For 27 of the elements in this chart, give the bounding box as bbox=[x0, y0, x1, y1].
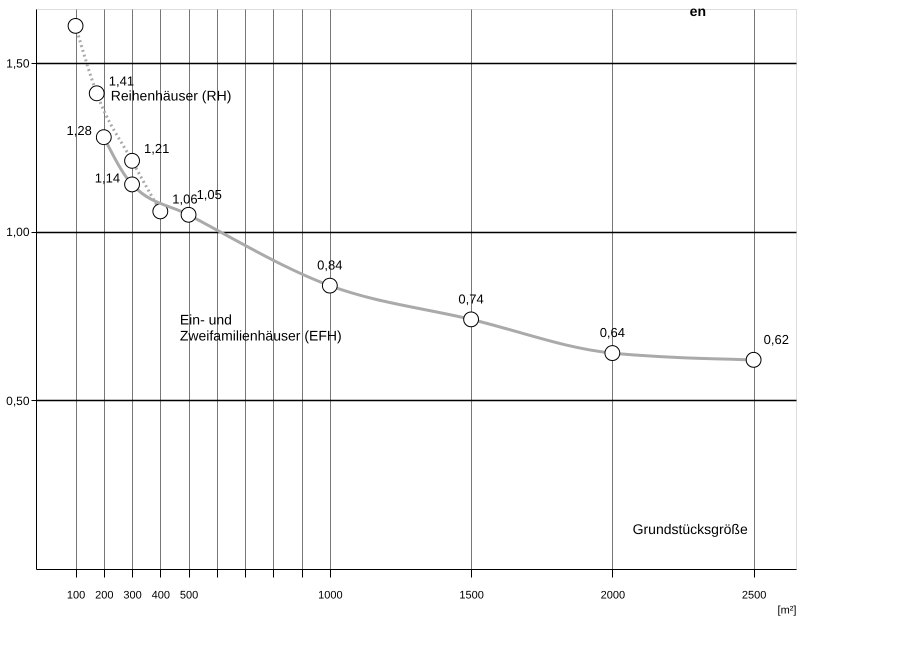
series-label: Ein- und Zweifamilienhäuser (EFH) bbox=[180, 312, 342, 344]
x-tick-label: 100 bbox=[66, 590, 86, 602]
x-tick-label: 500 bbox=[180, 590, 198, 602]
x-tick-label: 400 bbox=[152, 590, 170, 602]
series-label: Reihenhäuser (RH) bbox=[110, 87, 232, 104]
x-tick-label: 1000 bbox=[318, 590, 343, 602]
y-tick-label: 1,00 bbox=[6, 225, 30, 240]
x-tick-label: 2500 bbox=[742, 590, 766, 602]
data-label: 1,14 bbox=[94, 170, 120, 186]
x-tick-label: 300 bbox=[123, 590, 142, 602]
data-label: 1,28 bbox=[66, 123, 92, 138]
data-label: 0,74 bbox=[458, 291, 484, 306]
data-label: 1,41 bbox=[108, 73, 134, 88]
data-label: 1,06 bbox=[172, 191, 198, 206]
y-tick-label: 0,50 bbox=[6, 394, 30, 408]
data-label: 0,64 bbox=[600, 325, 626, 340]
x-tick-label: 200 bbox=[95, 590, 114, 602]
x-tick-label: 1500 bbox=[459, 590, 484, 602]
data-label: 0,62 bbox=[764, 332, 789, 347]
data-label: 0,84 bbox=[317, 258, 342, 273]
x-tick-label: 2000 bbox=[600, 590, 626, 602]
x-axis-title: [m²] bbox=[778, 604, 796, 616]
chart-title: en bbox=[690, 3, 706, 19]
data-label: 1,05 bbox=[196, 186, 222, 202]
data-label: 1,21 bbox=[144, 140, 170, 156]
y-tick-label: 1,50 bbox=[6, 56, 30, 70]
annotation: Grundstücksgröße bbox=[632, 520, 748, 537]
